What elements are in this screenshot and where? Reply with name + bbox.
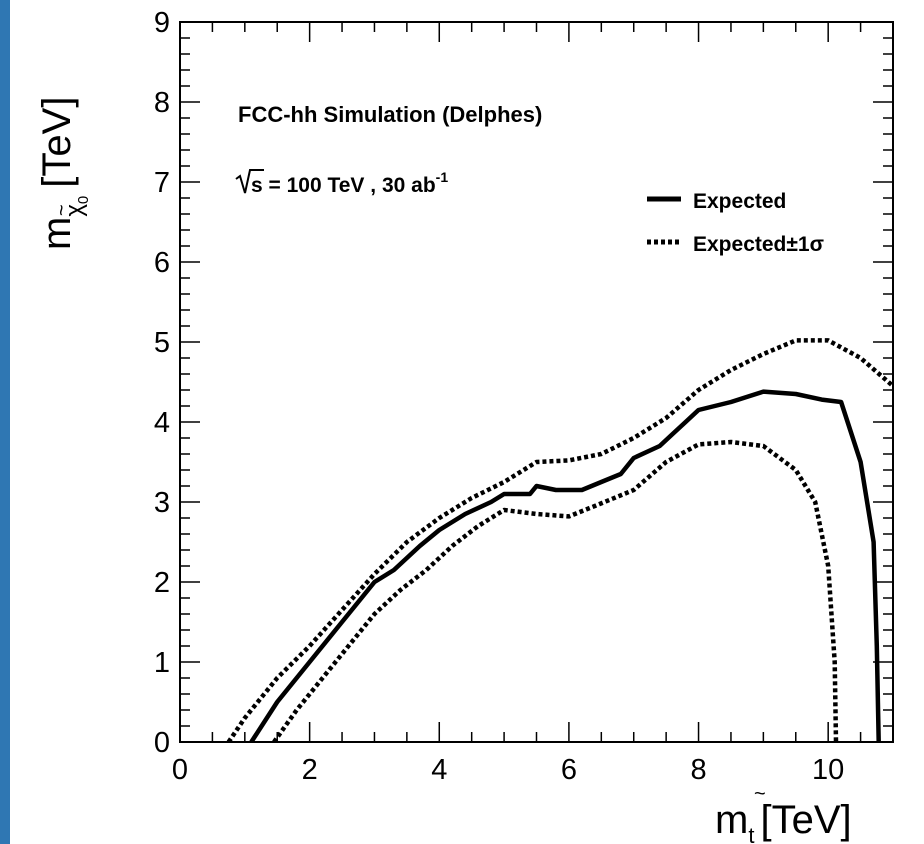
series-layer	[226, 338, 893, 742]
x-tick-label: 6	[561, 754, 577, 786]
y-axis-title: mχ0[TeV] ~	[35, 97, 92, 250]
energy-text: s = 100 TeV , 30 ab	[251, 174, 436, 197]
plot-border	[179, 21, 894, 743]
sqrt-symbol	[235, 169, 264, 194]
x-tick-label: 10	[812, 754, 844, 786]
legend-label-band: Expected±1σ	[693, 233, 824, 256]
y-tick-label: 5	[154, 327, 170, 359]
series-line-1	[226, 338, 893, 742]
tick-labels: 0 2 4 6 8 10 0 1 2 3 4 5 6 7 8 9	[154, 7, 844, 786]
series-line-2	[272, 439, 839, 742]
series-line-0	[249, 389, 881, 742]
svg-text:~: ~	[51, 204, 73, 216]
svg-text:mχ0[TeV]: mχ0[TeV]	[35, 97, 92, 250]
energy-annotation: s = 100 TeV , 30 ab-1	[235, 169, 448, 197]
y-tick-label: 9	[154, 7, 170, 39]
legend-label-expected: Expected	[693, 190, 786, 213]
y-tick-label: 6	[154, 247, 170, 279]
y-tick-label: 4	[154, 407, 170, 439]
plot-frame	[179, 21, 894, 743]
y-tick-label: 8	[154, 87, 170, 119]
y-tick-label: 3	[154, 487, 170, 519]
x-tick-label: 4	[431, 754, 447, 786]
slide-edge-bar	[0, 0, 10, 844]
x-tick-label: 0	[172, 754, 188, 786]
y-tick-label: 7	[154, 167, 170, 199]
legend: Expected Expected±1σ	[647, 190, 824, 256]
x-axis-tilde: ~	[754, 783, 766, 805]
svg-text:s = 100 TeV , 30 ab-1: s = 100 TeV , 30 ab-1	[251, 169, 448, 197]
x-tick-label: 2	[302, 754, 318, 786]
y-tick-label: 2	[154, 567, 170, 599]
simulation-title: FCC-hh Simulation (Delphes)	[238, 102, 542, 127]
y-tick-label: 1	[154, 647, 170, 679]
y-tick-label: 0	[154, 727, 170, 759]
energy-superscript: -1	[436, 169, 449, 185]
x-axis-title: mt [TeV]	[715, 798, 852, 844]
x-tick-label: 8	[690, 754, 706, 786]
